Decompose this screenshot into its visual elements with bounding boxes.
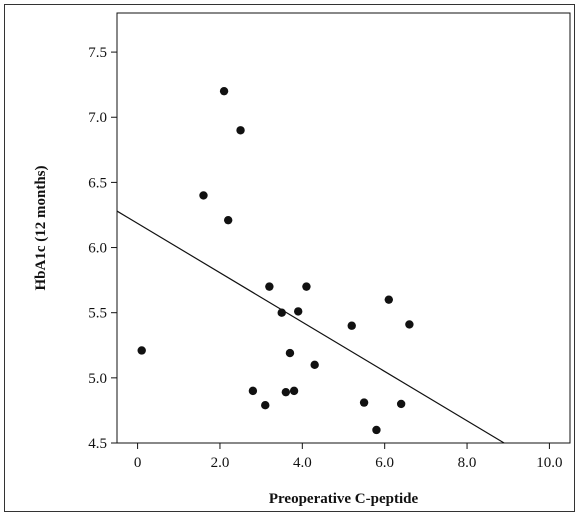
y-tick-label: 7.0	[88, 110, 107, 126]
y-tick-label: 6.0	[88, 241, 107, 257]
x-axis: 0 2.0 4.0 6.0 8.0 10.0	[134, 443, 563, 471]
y-tick-label: 6.5	[88, 175, 107, 191]
data-point	[281, 387, 291, 397]
data-point	[199, 191, 208, 200]
y-tick-label: 5.5	[88, 306, 107, 322]
y-tick-label: 7.5	[88, 45, 107, 61]
plot-area	[116, 12, 571, 444]
data-point	[261, 401, 270, 410]
chart-frame	[4, 4, 575, 512]
data-point	[372, 425, 381, 435]
x-tick-label: 2.0	[211, 455, 230, 471]
y-tick-label: 5.0	[88, 371, 107, 387]
y-axis-title: HbA1c (12 months)	[33, 165, 49, 290]
data-point	[294, 307, 303, 316]
y-tick-label: 4.5	[88, 436, 107, 452]
data-point	[359, 398, 369, 407]
data-point	[137, 346, 146, 355]
x-tick-label: 4.0	[293, 455, 312, 471]
x-tick-label: 0	[134, 455, 142, 471]
data-point	[285, 348, 295, 358]
data-point	[384, 295, 393, 304]
data-point	[310, 360, 319, 370]
y-axis: 4.5 5.0 5.5 6.0 6.5 7.0 7.5	[88, 45, 117, 452]
data-points	[137, 86, 414, 435]
data-point	[248, 386, 258, 396]
x-tick-label: 10.0	[536, 455, 562, 471]
regression-line	[116, 210, 505, 444]
x-axis-title: Preoperative C-peptide	[269, 491, 419, 507]
data-point	[289, 386, 299, 396]
data-point	[347, 321, 356, 330]
x-tick-label: 8.0	[458, 455, 477, 471]
data-point	[277, 308, 286, 317]
data-point	[396, 399, 406, 409]
data-point	[223, 215, 233, 225]
data-point	[302, 282, 311, 291]
data-point	[265, 282, 274, 291]
data-point	[236, 126, 245, 135]
data-point	[405, 320, 414, 329]
x-tick-label: 6.0	[375, 455, 394, 471]
data-point	[219, 86, 229, 96]
